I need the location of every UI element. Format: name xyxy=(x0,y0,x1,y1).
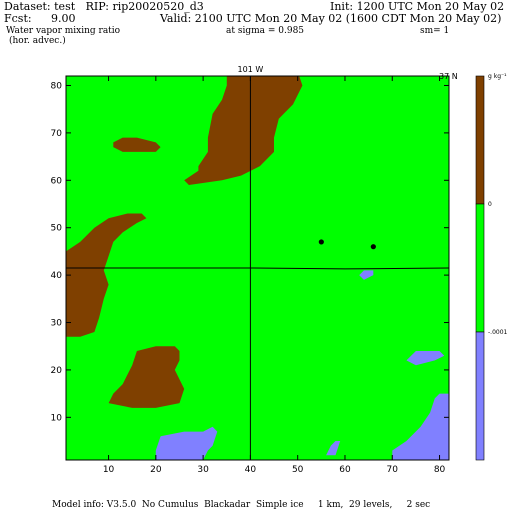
colorbar-negative xyxy=(475,331,485,461)
y-tick-label-50: 50 xyxy=(51,224,63,234)
latitude-line xyxy=(66,267,449,270)
y-tick-label-80: 80 xyxy=(51,81,63,91)
y-tick-label-40: 40 xyxy=(51,271,63,281)
y-tick-label-60: 60 xyxy=(51,176,63,186)
x-tick-label-60: 60 xyxy=(339,465,351,475)
sigma-label: at sigma = 0.985 xyxy=(226,26,305,36)
brown-region-north xyxy=(184,76,303,185)
colorbar-level-1: -.0001 xyxy=(488,329,508,336)
y-tick-label-70: 70 xyxy=(51,129,63,139)
brown-region-small-north xyxy=(113,137,161,152)
blue-region-se-corner-small xyxy=(430,441,449,451)
station-marker-1 xyxy=(318,239,324,245)
x-tick-label-80: 80 xyxy=(434,465,446,475)
y-tick-label-30: 30 xyxy=(51,319,63,329)
valid-label: Valid: 2100 UTC Mon 20 May 02 (1600 CDT … xyxy=(160,12,502,25)
x-tick-label-30: 30 xyxy=(197,465,209,475)
y-tick-label-10: 10 xyxy=(51,413,63,423)
brown-region-west xyxy=(66,213,147,337)
dataset-label: Dataset: test RIP: rip20020520_d3 xyxy=(4,0,204,13)
longitude-label: 101 W xyxy=(238,65,264,74)
blue-region-center-south xyxy=(326,441,341,456)
field-subtitle: (hor. advec.) xyxy=(9,36,66,46)
colorbar-positive xyxy=(475,75,485,205)
field-regions xyxy=(66,76,449,460)
colorbar-level-0: 0 xyxy=(488,201,492,208)
blue-region-east-1 xyxy=(406,351,445,366)
colorbar-unit: g kg⁻¹ xyxy=(488,73,507,80)
station-marker-2 xyxy=(370,244,376,250)
x-tick-label-40: 40 xyxy=(245,465,257,475)
sm-label: sm= 1 xyxy=(420,26,450,36)
blue-region-southwest xyxy=(155,426,218,460)
brown-region-south xyxy=(108,346,185,408)
fcst-label: Fcst: xyxy=(4,12,32,25)
y-tick-label-20: 20 xyxy=(51,366,63,376)
model-info: Model info: V3.5.0 No Cumulus Blackadar … xyxy=(52,500,431,510)
latitude-label: 37 N xyxy=(439,72,458,81)
colorbar-zero xyxy=(475,203,485,333)
x-tick-label-50: 50 xyxy=(292,465,304,475)
x-tick-label-70: 70 xyxy=(387,465,399,475)
field-name: Water vapor mixing ratio xyxy=(6,26,121,36)
x-tick-label-20: 20 xyxy=(150,465,162,475)
plot-frame xyxy=(65,75,450,461)
x-tick-label-10: 10 xyxy=(103,465,115,475)
fcst-value: 9.00 xyxy=(51,12,76,25)
blue-region-east-2 xyxy=(359,270,374,280)
init-label: Init: 1200 UTC Mon 20 May 02 xyxy=(330,0,505,13)
